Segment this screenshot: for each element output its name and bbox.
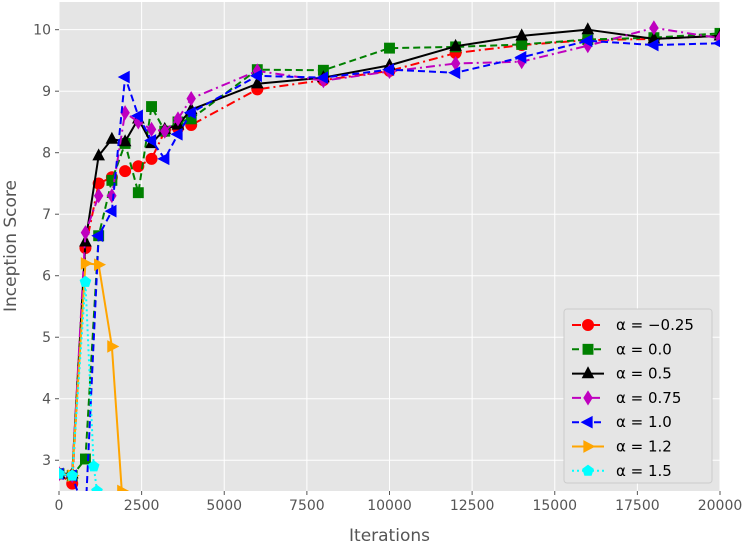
- data-point: [382, 63, 395, 76]
- data-point: [448, 66, 461, 80]
- data-point: [106, 174, 118, 186]
- data-point: [119, 165, 132, 178]
- data-point: [449, 38, 462, 51]
- data-point: [104, 204, 117, 218]
- legend-box: [563, 308, 713, 484]
- data-point: [516, 38, 528, 50]
- x-tick-labels: 0 2500 5000 7500 10000 12500 15000 17500 20000: [55, 491, 743, 514]
- data-point: [646, 38, 659, 52]
- legend-item: α = 0.5: [572, 365, 672, 383]
- data-point: [118, 134, 132, 147]
- data-point: [183, 106, 196, 120]
- legend-marker: [582, 343, 594, 355]
- data-point: [94, 258, 107, 271]
- data-point: [146, 121, 157, 137]
- legend-label: α = 1.2: [616, 438, 672, 456]
- series-line: [59, 280, 98, 491]
- x-tick-label: 10000: [367, 498, 412, 514]
- legend-item: α = −0.25: [572, 316, 694, 334]
- x-tick-label: 7500: [289, 498, 325, 514]
- y-tick-label: 10: [33, 23, 51, 39]
- legend-marker: [582, 464, 594, 476]
- data-point: [80, 257, 93, 270]
- legend-marker: [583, 390, 593, 406]
- legend-label: α = 0.0: [616, 340, 672, 358]
- legend-item: α = 1.2: [572, 438, 672, 456]
- y-tick-label: 6: [42, 269, 51, 285]
- data-point: [93, 188, 104, 204]
- data-point: [144, 134, 157, 147]
- legend-label: α = 1.0: [616, 413, 672, 431]
- x-axis-label: Iterations: [349, 526, 430, 546]
- x-tick-label: 0: [55, 498, 64, 514]
- x-tick-label: 20000: [698, 498, 743, 514]
- y-tick-labels: 3 4 5 6 7 8 9 10: [33, 23, 59, 469]
- data-point: [87, 460, 100, 472]
- data-point: [91, 484, 103, 491]
- data-point: [79, 510, 89, 521]
- series-6: [59, 275, 103, 491]
- data-point: [145, 152, 158, 165]
- legend-label: α = 0.5: [616, 365, 672, 383]
- data-point: [712, 39, 720, 48]
- data-point: [580, 34, 593, 48]
- legend-marker: [580, 415, 593, 429]
- data-point: [173, 111, 183, 127]
- legend-item: α = 0.0: [572, 340, 672, 358]
- data-point: [117, 484, 130, 491]
- data-point: [649, 20, 659, 36]
- data-point: [80, 225, 91, 241]
- data-point: [514, 51, 527, 64]
- data-point: [79, 453, 91, 465]
- y-tick-label: 3: [42, 453, 51, 469]
- data-point: [105, 131, 119, 144]
- x-tick-label: 5000: [206, 498, 242, 514]
- x-tick-label: 15000: [532, 498, 577, 514]
- data-point: [581, 22, 595, 35]
- data-point: [250, 76, 264, 89]
- legend-label: α = 1.5: [616, 462, 672, 480]
- x-tick-label: 2500: [124, 498, 160, 514]
- x-tick-label: 17500: [615, 498, 660, 514]
- plot-series: [59, 20, 720, 521]
- legend-item: α = 1.0: [572, 413, 672, 431]
- legend-label: α = 0.75: [616, 389, 681, 407]
- data-point: [79, 275, 92, 287]
- legend-marker: [581, 366, 595, 379]
- data-point: [170, 127, 183, 141]
- data-point: [92, 148, 105, 161]
- data-point: [107, 340, 120, 353]
- data-point: [130, 109, 143, 123]
- legend-marker: [583, 440, 596, 453]
- data-point: [157, 152, 170, 166]
- data-point: [117, 70, 130, 84]
- data-point: [91, 229, 104, 243]
- data-point: [384, 42, 395, 54]
- legend-label: α = −0.25: [616, 316, 694, 334]
- y-tick-label: 4: [42, 392, 51, 408]
- data-point: [132, 187, 144, 199]
- y-tick-label: 7: [42, 207, 51, 223]
- data-point: [59, 467, 65, 479]
- data-point: [186, 91, 196, 107]
- data-point: [515, 28, 529, 41]
- y-tick-label: 5: [42, 330, 51, 346]
- legend-marker: [582, 319, 594, 331]
- data-point: [146, 101, 157, 113]
- x-tick-label: 12500: [450, 498, 495, 514]
- y-tick-label: 8: [42, 146, 51, 162]
- legend-item: α = 1.5: [572, 462, 672, 480]
- data-point: [66, 469, 79, 481]
- legend: α = −0.25 α = 0.0 α = 0.5 α = 0.75 α = 1.0 α …: [563, 308, 713, 484]
- y-axis-label: Inception Score: [1, 180, 21, 312]
- series-lines: [59, 20, 720, 521]
- y-tick-label: 9: [42, 84, 51, 100]
- legend-item: α = 0.75: [572, 389, 681, 407]
- data-point: [249, 69, 262, 83]
- data-point: [316, 71, 329, 84]
- data-point: [160, 123, 170, 139]
